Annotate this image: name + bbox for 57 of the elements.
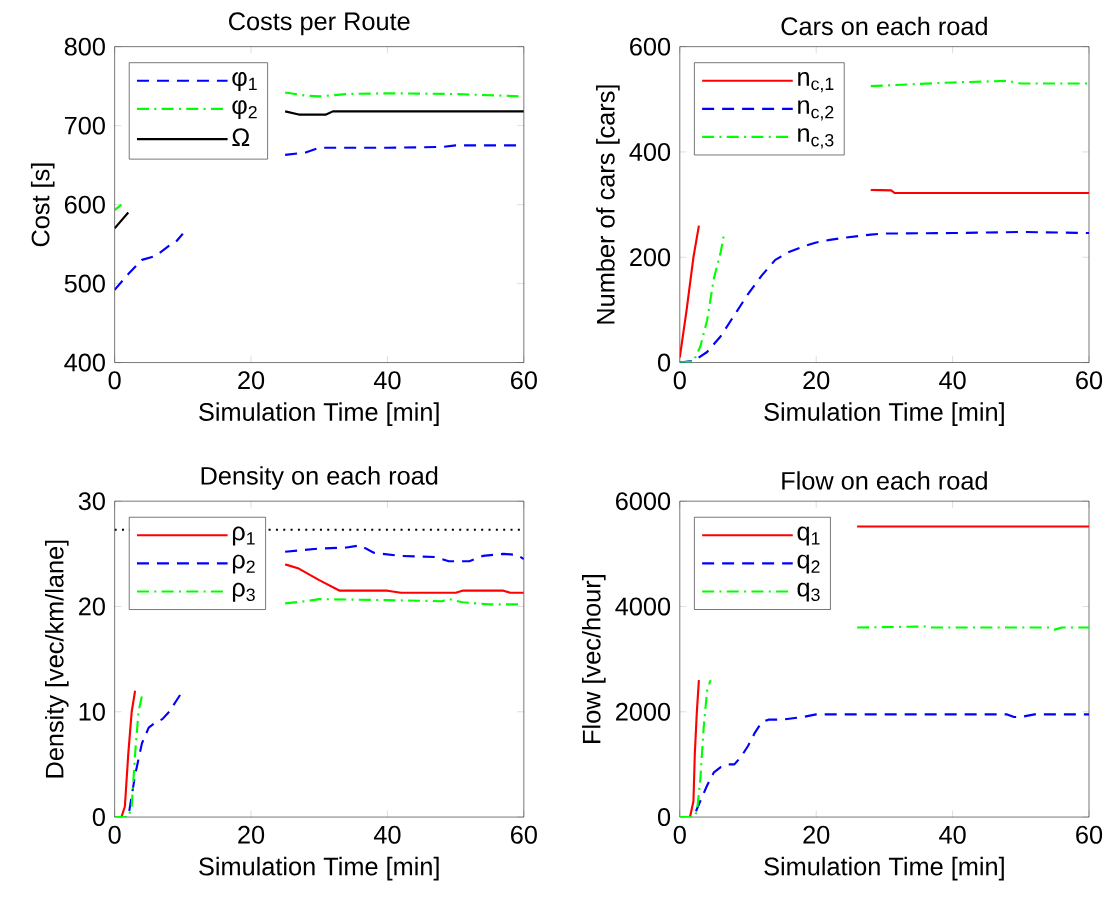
y-tick-label: 400 <box>64 353 105 372</box>
legend-label: φ$_{2}$ <box>232 100 257 120</box>
legend-label: n$_{c,3}$ <box>798 128 834 149</box>
x-tick-label: 0 <box>108 825 121 844</box>
y-tick-label: 600 <box>630 37 671 56</box>
x-tick-label: 0 <box>673 825 686 844</box>
chart-title: Density on each road <box>201 466 438 490</box>
x-axis-title: Simulation Time [min] <box>764 857 1004 881</box>
x-tick-label: 60 <box>511 825 537 844</box>
y-tick-label: 6000 <box>616 492 671 511</box>
legend-label: n$_{c,1}$ <box>798 72 834 93</box>
y-tick-label: 500 <box>64 274 105 293</box>
legend-label: Ω <box>232 128 250 147</box>
legend-label: q$_{3}$ <box>797 582 820 602</box>
y-tick-label: 10 <box>79 702 105 721</box>
y-tick-label: 2000 <box>616 702 671 721</box>
x-axis-title: Simulation Time [min] <box>199 402 439 427</box>
x-tick-label: 40 <box>373 825 401 844</box>
y-axis-title: Cost [s] <box>30 163 55 247</box>
y-tick-label: 200 <box>630 248 671 267</box>
chart-title: Cars on each road <box>781 16 987 36</box>
x-tick-label: 20 <box>238 371 265 390</box>
x-tick-label: 20 <box>803 371 830 390</box>
x-tick-label: 0 <box>673 371 686 390</box>
chart-title: Costs per Route <box>229 12 410 36</box>
y-tick-label: 20 <box>79 597 105 616</box>
x-tick-label: 20 <box>238 825 265 844</box>
y-tick-label: 30 <box>78 492 105 511</box>
legend-label: ρ$_{3}$ <box>232 582 255 602</box>
x-tick-label: 0 <box>108 371 121 390</box>
y-tick-label: 0 <box>657 353 671 372</box>
legend-label: q$_{2}$ <box>797 554 820 574</box>
y-axis-title: Number of cars [cars] <box>596 85 620 324</box>
y-tick-label: 0 <box>657 808 671 827</box>
x-tick-label: 20 <box>803 825 830 844</box>
y-tick-label: 0 <box>92 808 105 827</box>
legend-label: q$_{1}$ <box>797 526 820 546</box>
x-tick-label: 60 <box>1076 371 1103 390</box>
y-axis-title: Density [vec/km/lane] <box>45 540 69 778</box>
y-tick-label: 800 <box>64 37 105 56</box>
y-tick-label: 400 <box>629 143 671 162</box>
legend-label: φ$_{1}$ <box>232 72 257 92</box>
x-axis-title: Simulation Time [min] <box>199 857 439 881</box>
y-tick-label: 700 <box>64 116 105 135</box>
legend-label: ρ$_{1}$ <box>232 526 255 546</box>
y-tick-label: 600 <box>64 195 105 214</box>
x-tick-label: 60 <box>1076 825 1103 844</box>
x-tick-label: 40 <box>939 825 966 844</box>
legend-label: ρ$_{2}$ <box>232 554 255 574</box>
x-tick-label: 40 <box>939 371 966 390</box>
x-tick-label: 40 <box>373 371 401 390</box>
x-axis-title: Simulation Time [min] <box>764 402 1004 427</box>
x-tick-label: 60 <box>511 371 537 390</box>
chart-title: Flow on each road <box>782 471 987 490</box>
y-tick-label: 4000 <box>615 597 671 616</box>
legend-label: n$_{c,2}$ <box>798 100 834 121</box>
y-axis-title: Flow [vec/hour] <box>581 575 606 744</box>
